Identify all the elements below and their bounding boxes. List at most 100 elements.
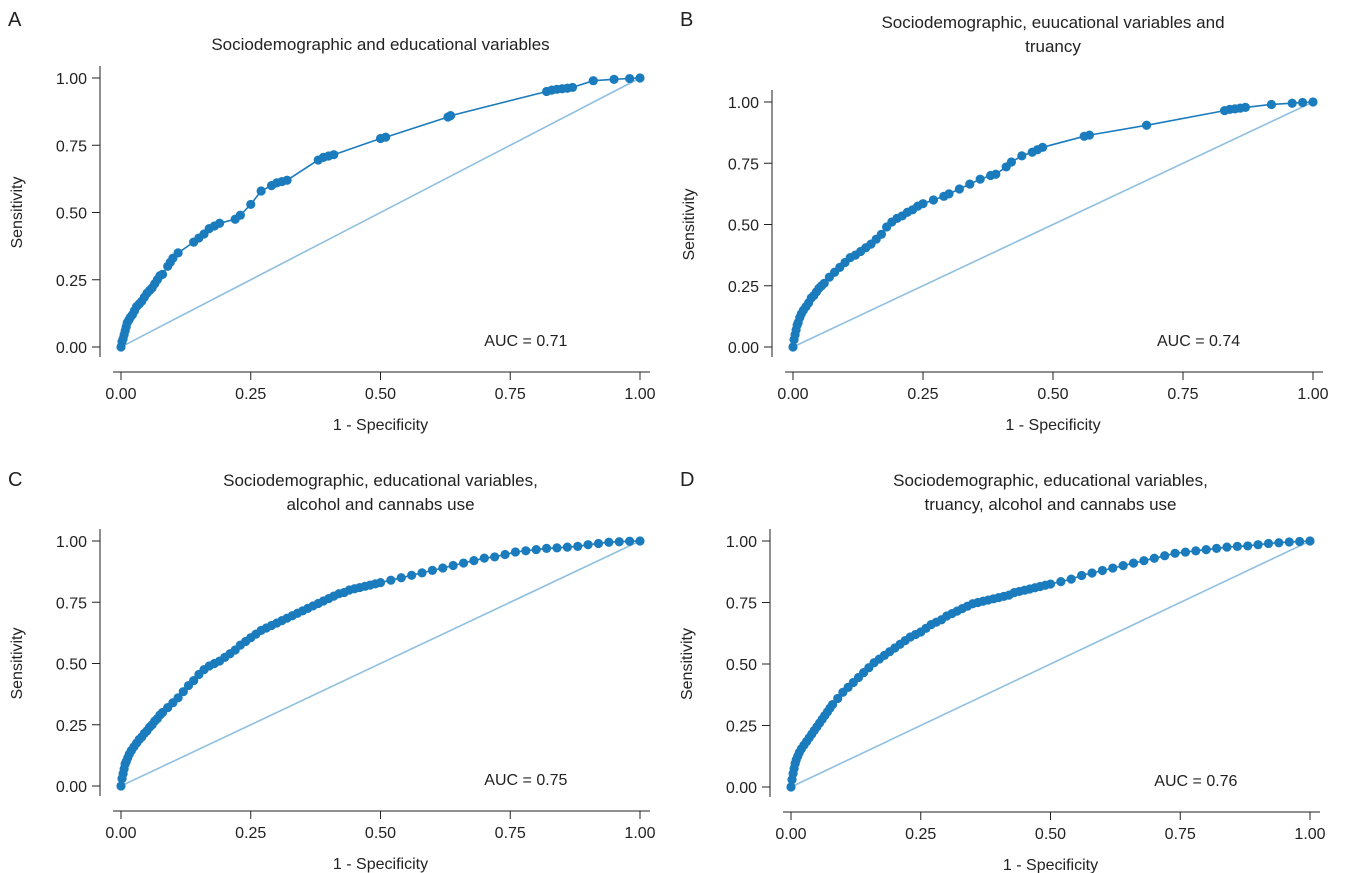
chart-title-line: Sociodemographic, euucational variables … <box>881 13 1224 32</box>
roc-point <box>786 782 796 792</box>
panel-letter: C <box>8 469 22 491</box>
x-tick-label: 0.00 <box>775 826 806 843</box>
y-axis-label: Sensitivity <box>9 176 26 248</box>
x-tick-label: 0.50 <box>1037 386 1068 403</box>
roc-point <box>788 342 798 352</box>
y-tick-label: 0.50 <box>728 218 759 235</box>
chart-title-line: truancy, alcohol and cannabs use <box>924 495 1176 514</box>
x-tick-label: 0.75 <box>1165 826 1196 843</box>
roc-point <box>381 132 391 142</box>
chart-title-line: Sociodemographic, educational variables, <box>223 471 538 490</box>
roc-point <box>609 74 619 84</box>
roc-point <box>1284 537 1294 547</box>
roc-point <box>510 547 521 557</box>
roc-point <box>635 536 645 546</box>
panel-letter: B <box>680 9 693 31</box>
roc-point <box>1263 538 1274 549</box>
x-tick-label: 0.75 <box>1167 386 1198 403</box>
roc-point <box>445 111 456 121</box>
reference-diagonal <box>120 77 641 348</box>
roc-point <box>876 229 887 239</box>
roc-point <box>1180 547 1191 557</box>
x-tick-label: 1.00 <box>624 825 655 842</box>
roc-point <box>1266 99 1276 110</box>
y-tick-label: 1.00 <box>726 534 757 551</box>
roc-point <box>588 76 598 86</box>
y-tick-label: 0.00 <box>726 780 757 797</box>
roc-point <box>490 552 500 562</box>
roc-point <box>1017 151 1027 161</box>
y-tick-label: 0.00 <box>56 340 87 357</box>
roc-point <box>954 184 965 194</box>
roc-point <box>521 546 531 556</box>
roc-point <box>944 189 954 199</box>
roc-point <box>1253 540 1263 550</box>
roc-point <box>1056 576 1066 587</box>
roc-point <box>567 82 578 93</box>
roc-point <box>1211 543 1222 553</box>
reference-diagonal <box>790 540 1311 788</box>
y-tick-label: 0.00 <box>56 779 87 796</box>
roc-point <box>531 544 541 555</box>
x-tick-label: 0.25 <box>235 386 266 403</box>
y-tick-label: 0.25 <box>726 719 757 736</box>
roc-point <box>1038 142 1048 152</box>
roc-point <box>1149 553 1159 563</box>
x-tick-label: 1.00 <box>624 386 655 403</box>
y-tick-label: 0.00 <box>728 340 759 357</box>
y-tick-label: 1.00 <box>56 534 87 551</box>
roc-point <box>256 186 266 196</box>
panel-letter: D <box>680 469 694 491</box>
y-tick-label: 0.75 <box>726 596 757 613</box>
x-tick-label: 1.00 <box>1294 826 1325 843</box>
roc-point <box>991 169 1001 179</box>
roc-point <box>479 553 489 563</box>
roc-point <box>541 543 552 553</box>
auc-label: AUC = 0.71 <box>484 333 567 350</box>
roc-point <box>448 560 458 571</box>
roc-point <box>1308 97 1318 107</box>
chart-title-line: Sociodemographic and educational variabl… <box>211 35 549 54</box>
x-tick-label: 1.00 <box>1297 386 1328 403</box>
roc-point <box>396 573 406 583</box>
auc-label: AUC = 0.76 <box>1154 773 1237 790</box>
chart-title-line: truancy <box>1025 37 1081 56</box>
roc-point <box>1087 568 1097 578</box>
roc-point <box>573 541 583 551</box>
roc-point <box>928 195 939 205</box>
roc-point <box>1118 561 1128 571</box>
roc-point <box>625 536 635 546</box>
roc-point <box>819 278 829 288</box>
roc-point <box>215 218 225 228</box>
roc-point <box>1045 579 1056 589</box>
x-tick-label: 0.00 <box>105 386 136 403</box>
roc-panel-d: D Sociodemographic, educational variables… <box>679 469 1326 873</box>
y-tick-label: 0.75 <box>728 156 759 173</box>
roc-point <box>1066 574 1076 584</box>
y-tick-label: 0.50 <box>726 657 757 674</box>
roc-point <box>614 537 624 547</box>
roc-point <box>583 540 593 550</box>
auc-label: AUC = 0.74 <box>1157 333 1240 350</box>
y-tick-label: 0.25 <box>56 273 87 290</box>
roc-point <box>1232 541 1242 552</box>
roc-point <box>235 210 245 220</box>
roc-point <box>1160 551 1170 561</box>
roc-point <box>1201 545 1211 555</box>
roc-point <box>1097 565 1107 576</box>
x-axis-label: 1 - Specificity <box>333 417 428 434</box>
roc-panel-a: A Sociodemographic and educational variab… <box>8 9 656 434</box>
roc-point <box>1305 536 1315 546</box>
roc-point <box>173 248 183 258</box>
x-tick-label: 0.00 <box>777 386 808 403</box>
roc-point <box>116 781 126 791</box>
roc-point <box>1142 120 1152 130</box>
x-tick-label: 0.50 <box>365 386 396 403</box>
roc-point <box>1077 570 1087 581</box>
roc-point <box>593 538 604 549</box>
reference-diagonal <box>792 101 1314 348</box>
roc-point <box>407 570 417 580</box>
chart-title-line: alcohol and cannabs use <box>286 495 474 514</box>
x-tick-label: 0.25 <box>907 386 938 403</box>
roc-point <box>1084 130 1094 140</box>
